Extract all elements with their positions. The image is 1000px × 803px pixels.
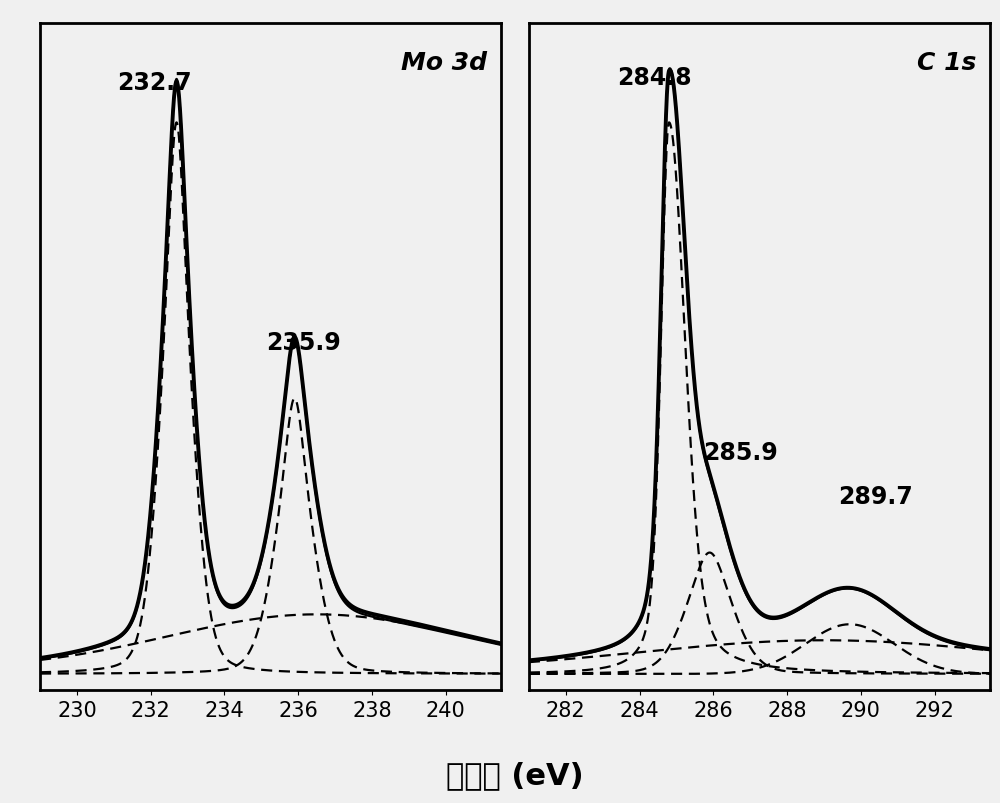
Text: 235.9: 235.9: [266, 330, 341, 354]
Text: 285.9: 285.9: [704, 440, 778, 464]
Text: 284.8: 284.8: [617, 66, 692, 90]
Text: 232.7: 232.7: [117, 71, 192, 96]
Text: 结合能 (eV): 结合能 (eV): [446, 760, 584, 789]
Text: C 1s: C 1s: [917, 51, 976, 75]
Text: 289.7: 289.7: [838, 484, 913, 508]
Text: Mo 3d: Mo 3d: [401, 51, 487, 75]
